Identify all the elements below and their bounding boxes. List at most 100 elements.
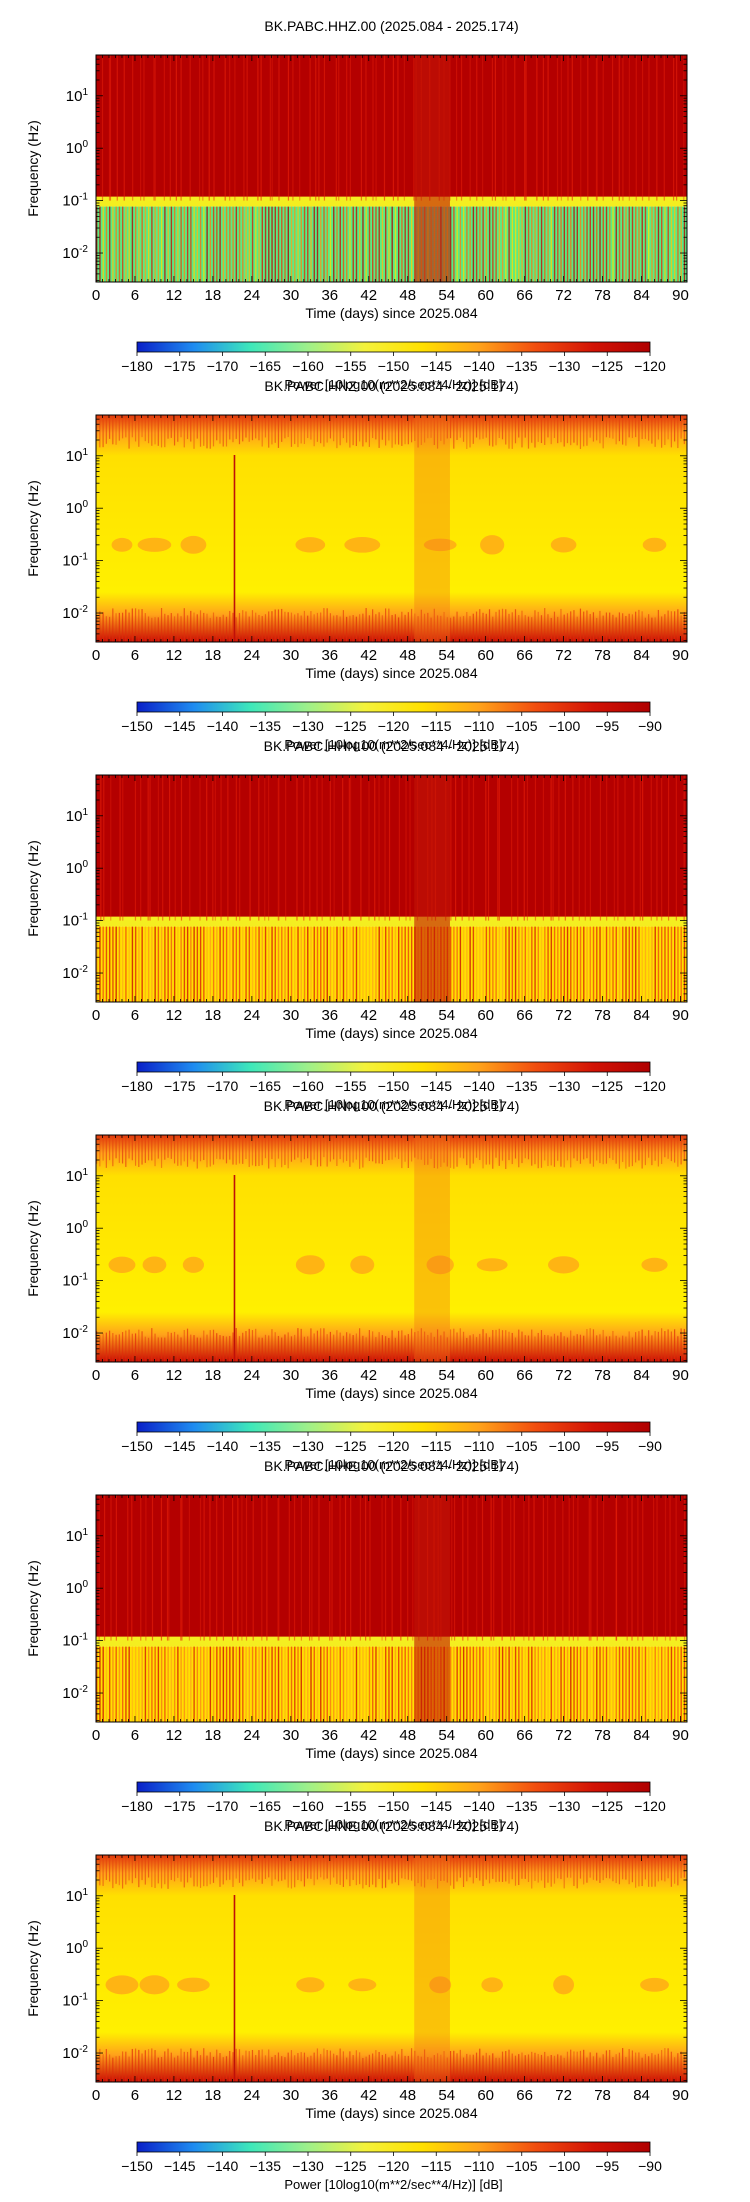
colorbar-label: Power [10log10(m**2/sec**4/Hz)] [dB] — [284, 1817, 502, 1832]
x-tick-label: 30 — [282, 2087, 299, 2104]
x-tick-label: 66 — [516, 1007, 533, 1024]
colorbar-tick-label: −120 — [378, 2158, 410, 2174]
spectrogram-panel: BK.PABC.HNN.00 (2025.084 - 2025.174) 0 6 12… — [25, 1098, 689, 1472]
colorbar-tick-label: −160 — [292, 358, 324, 374]
y-tick-label: 101 — [66, 807, 89, 825]
x-tick-label: 36 — [321, 287, 338, 304]
colorbar-tick-label: −125 — [591, 1078, 623, 1094]
colorbar-label: Power [10log10(m**2/sec**4/Hz)] [dB] — [284, 737, 502, 752]
y-axis-label: Frequency (Hz) — [25, 840, 41, 936]
chart-title: BK.PABC.HHN.00 (2025.084 - 2025.174) — [264, 738, 520, 754]
colorbar-tick-label: −145 — [420, 1078, 452, 1094]
heatmap-area — [96, 1495, 687, 1722]
x-tick-label: 90 — [672, 1367, 689, 1384]
y-tick-label: 101 — [66, 87, 89, 105]
x-tick-label: 0 — [92, 287, 100, 304]
chart-title: BK.PABC.HHE.00 (2025.084 - 2025.174) — [264, 1458, 519, 1474]
x-tick-label: 0 — [92, 1727, 100, 1744]
x-tick-label: 66 — [516, 1727, 533, 1744]
x-tick-label: 90 — [672, 2087, 689, 2104]
x-tick-label: 36 — [321, 2087, 338, 2104]
x-tick-label: 42 — [360, 1007, 377, 1024]
x-tick-label: 60 — [477, 1007, 494, 1024]
x-tick-label: 54 — [438, 1727, 455, 1744]
colorbar-tick-label: −145 — [420, 1798, 452, 1814]
colorbar-tick-label: −120 — [634, 1798, 666, 1814]
x-tick-label: 48 — [399, 287, 416, 304]
spectrogram-panel: BK.PABC.HNE.00 (2025.084 - 2025.174) 0 6 12… — [25, 1818, 689, 2192]
x-tick-label: 36 — [321, 1727, 338, 1744]
colorbar-tick-label: −170 — [207, 1798, 239, 1814]
y-tick-label: 10-2 — [62, 244, 88, 262]
y-tick-label: 100 — [66, 859, 89, 877]
x-tick-label: 60 — [477, 2087, 494, 2104]
x-tick-label: 48 — [399, 1007, 416, 1024]
x-tick-label: 12 — [166, 1367, 183, 1384]
y-axis-label: Frequency (Hz) — [25, 1920, 41, 2016]
x-tick-label: 54 — [438, 1007, 455, 1024]
x-tick-label: 0 — [92, 647, 100, 664]
x-tick-label: 60 — [477, 287, 494, 304]
colorbar-tick-label: −130 — [292, 1438, 324, 1454]
y-tick-label: 100 — [66, 1939, 89, 1957]
y-tick-label: 10-1 — [62, 1272, 88, 1290]
x-tick-label: 66 — [516, 287, 533, 304]
colorbar-tick-label: −165 — [249, 1798, 281, 1814]
colorbar-tick-label: −135 — [249, 718, 281, 734]
x-tick-label: 48 — [399, 1727, 416, 1744]
colorbar-tick-label: −155 — [335, 1798, 367, 1814]
x-tick-label: 0 — [92, 1007, 100, 1024]
colorbar-tick-label: −140 — [463, 358, 495, 374]
x-tick-label: 24 — [244, 647, 261, 664]
colorbar-tick-label: −150 — [121, 1438, 153, 1454]
x-tick-label: 72 — [555, 287, 572, 304]
x-tick-label: 18 — [205, 647, 222, 664]
y-axis-label: Frequency (Hz) — [25, 120, 41, 216]
y-tick-label: 10-2 — [62, 1324, 88, 1342]
x-tick-label: 90 — [672, 287, 689, 304]
colorbar-tick-label: −120 — [634, 1078, 666, 1094]
colorbar-tick-label: −115 — [421, 2158, 452, 2174]
x-tick-label: 36 — [321, 1007, 338, 1024]
heatmap-area — [96, 1135, 687, 1362]
y-tick-label: 100 — [66, 139, 89, 157]
heatmap-area — [96, 775, 687, 1002]
heatmap-area — [96, 55, 687, 282]
spectrogram-panel: BK.PABC.HHN.00 (2025.084 - 2025.174) 0 6 12… — [25, 738, 689, 1112]
plot-frame — [95, 774, 688, 1003]
colorbar-tick-label: −135 — [249, 2158, 281, 2174]
colorbar-label: Power [10log10(m**2/sec**4/Hz)] [dB] — [284, 1097, 502, 1112]
colorbar-tick-label: −145 — [420, 358, 452, 374]
colorbar-tick-label: −150 — [121, 718, 153, 734]
y-tick-label: 10-1 — [62, 552, 88, 570]
x-tick-label: 90 — [672, 1007, 689, 1024]
x-tick-label: 90 — [672, 647, 689, 664]
y-tick-label: 100 — [66, 1219, 89, 1237]
x-tick-label: 72 — [555, 1007, 572, 1024]
x-tick-label: 6 — [131, 1007, 139, 1024]
x-tick-label: 48 — [399, 647, 416, 664]
colorbar — [136, 1781, 651, 1793]
chart-title: BK.PABC.HNN.00 (2025.084 - 2025.174) — [264, 1098, 520, 1114]
x-tick-label: 54 — [438, 1367, 455, 1384]
colorbar — [136, 701, 651, 713]
y-axis-label: Frequency (Hz) — [25, 480, 41, 576]
colorbar-tick-label: −115 — [421, 1438, 452, 1454]
colorbar-tick-label: −155 — [335, 358, 367, 374]
x-tick-label: 72 — [555, 1367, 572, 1384]
colorbar-tick-label: −105 — [506, 2158, 538, 2174]
x-tick-label: 48 — [399, 1367, 416, 1384]
colorbar-tick-label: −135 — [506, 1078, 538, 1094]
colorbar-tick-label: −95 — [595, 718, 619, 734]
x-tick-label: 30 — [282, 287, 299, 304]
plot-frame — [95, 54, 688, 283]
x-tick-label: 72 — [555, 1727, 572, 1744]
colorbar-tick-label: −120 — [634, 358, 666, 374]
y-tick-label: 101 — [66, 447, 89, 465]
x-tick-label: 78 — [594, 1367, 611, 1384]
x-tick-label: 60 — [477, 647, 494, 664]
y-tick-label: 10-1 — [62, 1632, 88, 1650]
chart-title: BK.PABC.HNE.00 (2025.084 - 2025.174) — [264, 1818, 519, 1834]
colorbar-tick-label: −130 — [549, 1078, 581, 1094]
